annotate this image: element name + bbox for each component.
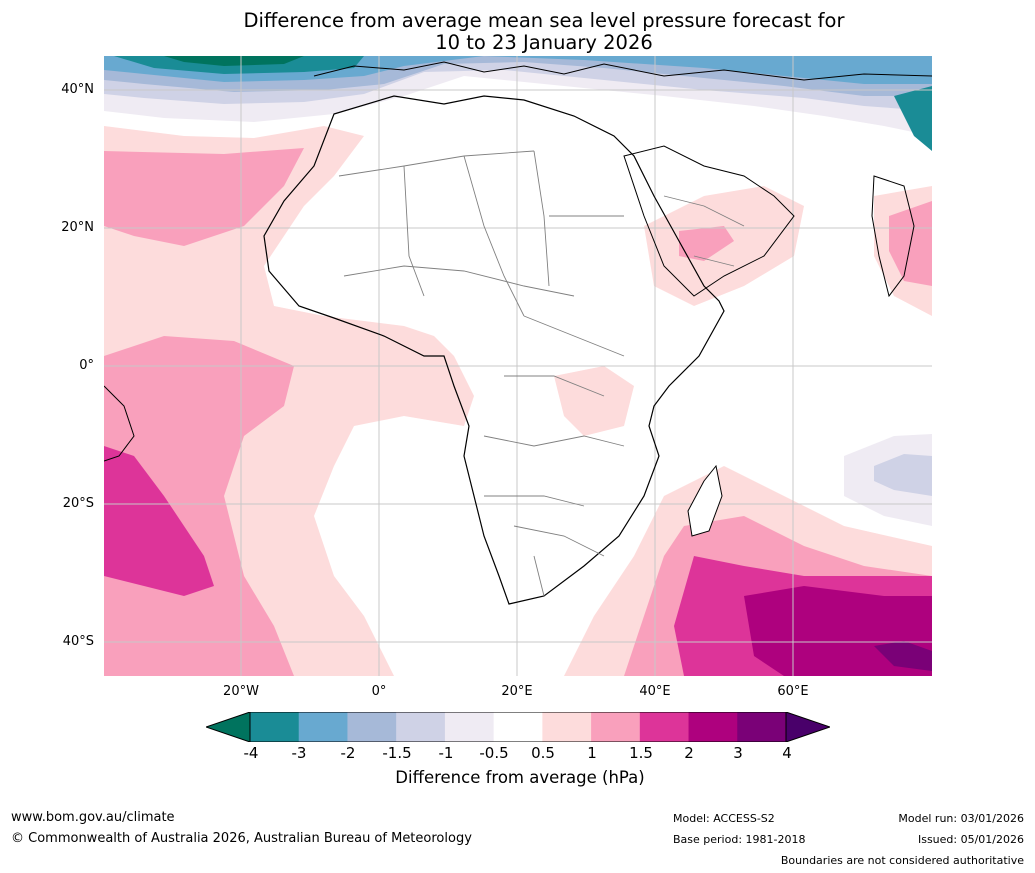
lat-label-40n: 40°N (61, 82, 94, 97)
model-name: Model: ACCESS-S2 (673, 812, 775, 825)
colorbar-tick-11: 3 (733, 744, 743, 762)
colorbar-tick-6: -0.5 (479, 744, 509, 762)
country-borders (338, 150, 745, 597)
south-america-coastline (104, 385, 135, 462)
colorbar-segment (542, 712, 592, 742)
lon-label-40e: 40°E (639, 684, 671, 699)
colorbar-segment (737, 712, 787, 742)
boundaries-disclaimer: Boundaries are not considered authoritat… (780, 854, 1024, 867)
colorbar-segment (347, 712, 397, 742)
colorbar-label: Difference from average (hPa) (395, 768, 645, 787)
model-run-date: Model run: 03/01/2026 (898, 812, 1024, 825)
colorbar-arrow-left (206, 712, 251, 742)
colorbar-tick-4: -1.5 (382, 744, 412, 762)
madagascar-outline (687, 464, 723, 537)
colorbar (206, 712, 830, 742)
colorbar-tick-5: -1 (438, 744, 454, 762)
lon-label-0: 0° (371, 684, 387, 699)
map-canvas (104, 56, 932, 676)
map-gridlines (104, 56, 932, 676)
colorbar-tick-10: 2 (684, 744, 694, 762)
lon-label-20e: 20°E (501, 684, 533, 699)
colorbar-segment (250, 712, 300, 742)
anomaly-atlantic-pink-south (104, 336, 294, 676)
europe-coastline (313, 61, 932, 81)
map-title: Difference from average mean sea level p… (104, 10, 984, 54)
anomaly-atlantic-pink-north (104, 148, 304, 246)
india-coastline (871, 175, 915, 298)
colorbar-tick-1: -4 (243, 744, 259, 762)
colorbar-arrow-right (785, 712, 830, 742)
lat-label-40s: 40°S (62, 634, 94, 649)
colorbar-tick-7: 0.5 (531, 744, 555, 762)
anomaly-east-teal (894, 86, 932, 151)
lon-label-60e: 60°E (777, 684, 809, 699)
colorbar-tick-12: 4 (782, 744, 792, 762)
anomaly-indian-blue (874, 454, 932, 496)
colorbar-tick-9: 1.5 (629, 744, 653, 762)
colorbar-segment (493, 712, 543, 742)
issued-date: Issued: 05/01/2026 (917, 833, 1024, 846)
colorbar-segment (591, 712, 641, 742)
anomaly-east-africa-pink (554, 366, 634, 436)
colorbar-segments (250, 712, 787, 742)
base-period: Base period: 1981-2018 (673, 833, 806, 846)
colorbar-border (249, 712, 787, 742)
pressure-anomaly-map (104, 56, 932, 676)
anomaly-arabia-pink (679, 226, 734, 261)
lat-label-20s: 20°S (62, 496, 94, 511)
colorbar-tick-2: -3 (291, 744, 307, 762)
title-line-1: Difference from average mean sea level p… (243, 9, 845, 32)
africa-coastline (263, 95, 725, 605)
lat-label-20n: 20°N (61, 220, 94, 235)
lon-label-20w: 20°W (223, 684, 259, 699)
lat-label-0: 0° (79, 358, 94, 373)
arabia-coastline (623, 145, 795, 297)
colorbar-segment (639, 712, 690, 742)
colorbar-segment (396, 712, 446, 742)
anomaly-north-dark-teal (164, 56, 304, 66)
colorbar-tick-8: 1 (587, 744, 597, 762)
title-line-2: 10 to 23 January 2026 (435, 31, 653, 54)
anomaly-indian-purple (874, 641, 932, 671)
colorbar-tick-3: -2 (340, 744, 356, 762)
colorbar-segment (298, 712, 348, 742)
colorbar-segment (444, 712, 495, 742)
copyright-text: © Commonwealth of Australia 2026, Austra… (11, 831, 472, 846)
website-link[interactable]: www.bom.gov.au/climate (11, 810, 175, 825)
colorbar-segment (688, 712, 738, 742)
anomaly-atlantic-magenta (104, 446, 214, 596)
